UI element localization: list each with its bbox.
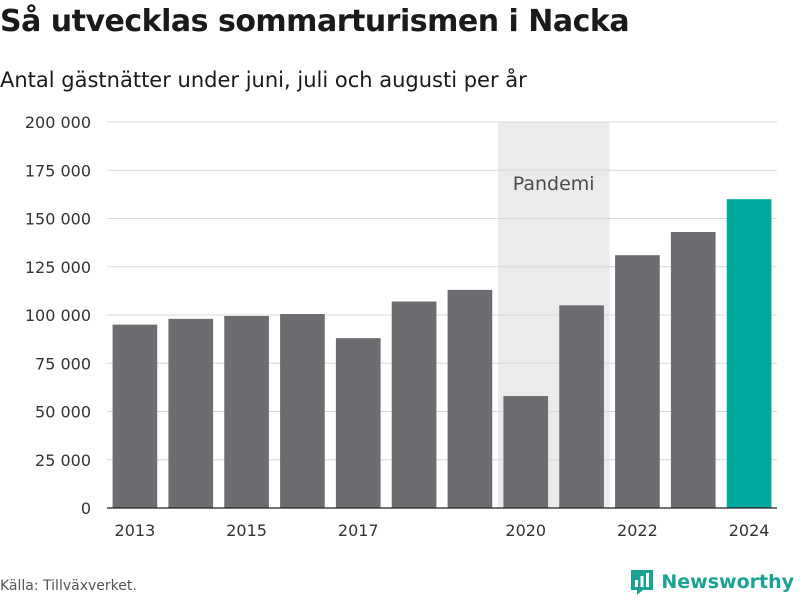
bar-2023 xyxy=(670,232,716,508)
bar-2022 xyxy=(615,255,660,508)
bar-2017 xyxy=(335,338,381,508)
y-tick-label: 75 000 xyxy=(35,354,91,373)
bar-2021 xyxy=(559,305,604,508)
x-tick-label: 2013 xyxy=(115,521,156,540)
chart-subtitle: Antal gästnätter under juni, juli och au… xyxy=(0,68,527,92)
bar-2014 xyxy=(168,318,214,508)
bar-2024 xyxy=(726,199,772,508)
y-tick-label: 100 000 xyxy=(25,306,91,325)
y-tick-label: 50 000 xyxy=(35,403,91,422)
brand-name: Newsworthy xyxy=(661,571,794,593)
bar-2013 xyxy=(112,324,158,508)
bar-2020 xyxy=(503,396,549,508)
y-tick-label: 0 xyxy=(81,499,91,518)
x-tick-label: 2022 xyxy=(617,521,658,540)
x-tick-label: 2024 xyxy=(729,521,770,540)
bar-2016 xyxy=(280,314,325,508)
x-tick-label: 2017 xyxy=(338,521,379,540)
bar-2019 xyxy=(447,289,493,508)
bar-chart: Pandemi 0 25 000 50 000 75 000 100 000 125 00… xyxy=(25,113,777,540)
x-tick-label: 2020 xyxy=(505,521,546,540)
y-tick-label: 175 000 xyxy=(25,161,91,180)
x-tick-label: 2015 xyxy=(226,521,267,540)
y-tick-label: 25 000 xyxy=(35,451,91,470)
y-tick-label: 200 000 xyxy=(25,113,91,132)
newsworthy-brand[interactable]: Newsworthy xyxy=(629,568,794,596)
bar-2015 xyxy=(224,315,269,508)
bar-2018 xyxy=(391,301,437,508)
y-tick-label: 125 000 xyxy=(25,258,91,277)
chart-title: Så utvecklas sommarturismen i Nacka xyxy=(0,4,630,39)
pandemic-band-label: Pandemi xyxy=(513,173,595,195)
newsworthy-logo-icon xyxy=(631,570,654,595)
y-tick-label: 150 000 xyxy=(25,210,91,229)
source-note: Källa: Tillväxverket. xyxy=(0,578,137,594)
